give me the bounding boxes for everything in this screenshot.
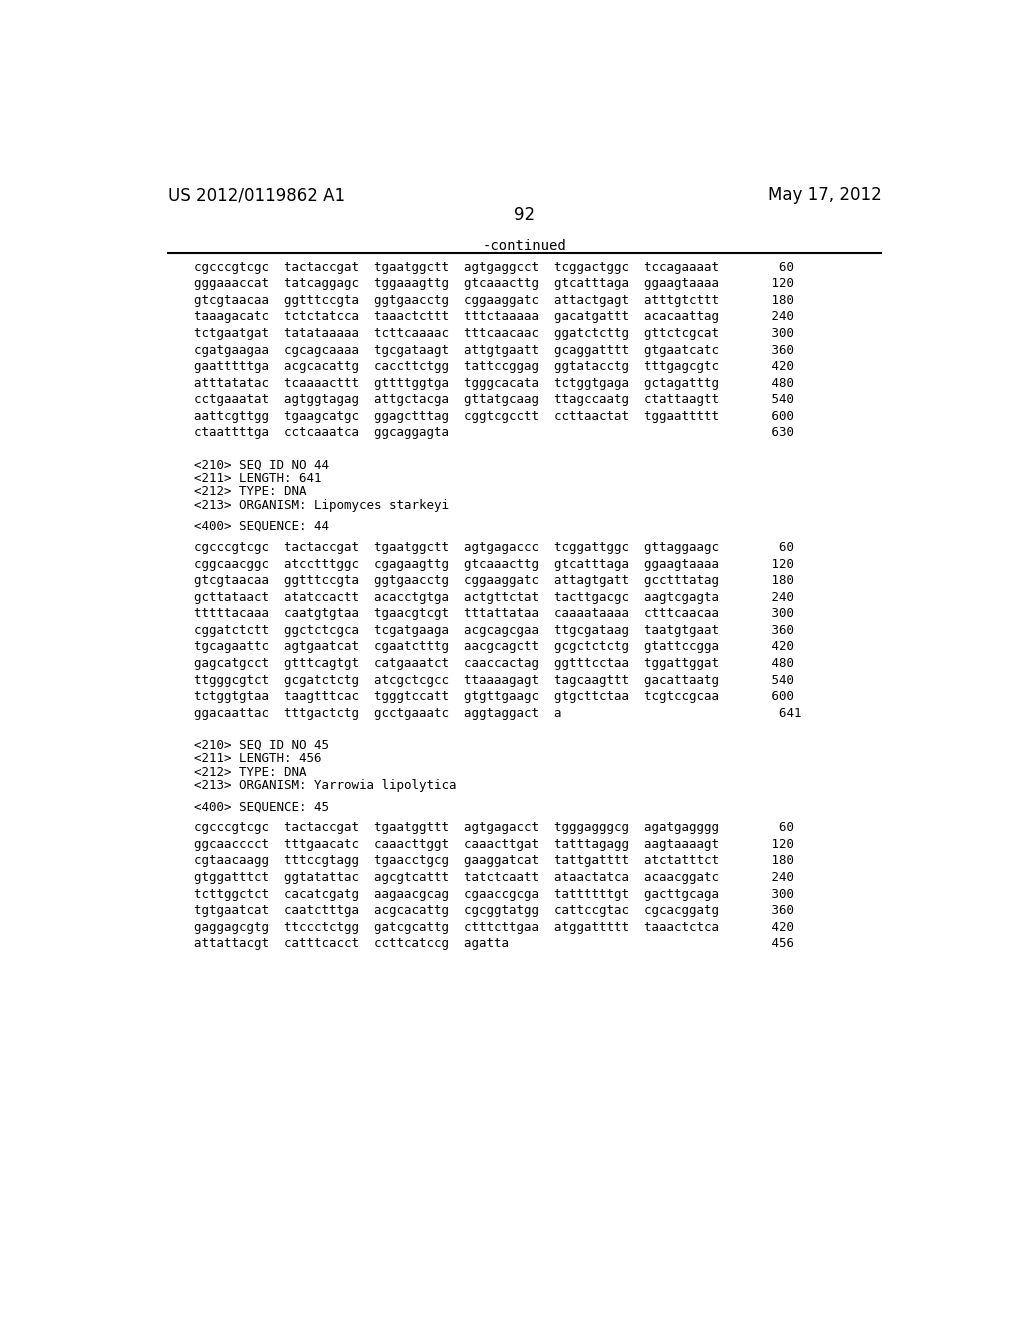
Text: -continued: -continued bbox=[483, 239, 566, 253]
Text: gagcatgcct  gtttcagtgt  catgaaatct  caaccactag  ggtttcctaa  tggattggat       480: gagcatgcct gtttcagtgt catgaaatct caaccac… bbox=[194, 657, 794, 671]
Text: cggatctctt  ggctctcgca  tcgatgaaga  acgcagcgaa  ttgcgataag  taatgtgaat       360: cggatctctt ggctctcgca tcgatgaaga acgcagc… bbox=[194, 624, 794, 636]
Text: <400> SEQUENCE: 44: <400> SEQUENCE: 44 bbox=[194, 520, 329, 533]
Text: May 17, 2012: May 17, 2012 bbox=[768, 186, 882, 205]
Text: ggacaattac  tttgactctg  gcctgaaatc  aggtaggact  a                             64: ggacaattac tttgactctg gcctgaaatc aggtagg… bbox=[194, 706, 802, 719]
Text: 92: 92 bbox=[514, 206, 536, 224]
Text: gtggatttct  ggtatattac  agcgtcattt  tatctcaatt  ataactatca  acaacggatc       240: gtggatttct ggtatattac agcgtcattt tatctca… bbox=[194, 871, 794, 884]
Text: cgcccgtcgc  tactaccgat  tgaatggttt  agtgagacct  tgggagggcg  agatgagggg        60: cgcccgtcgc tactaccgat tgaatggttt agtgaga… bbox=[194, 821, 794, 834]
Text: cggcaacggc  atcctttggc  cgagaagttg  gtcaaacttg  gtcatttaga  ggaagtaaaa       120: cggcaacggc atcctttggc cgagaagttg gtcaaac… bbox=[194, 557, 794, 570]
Text: gtcgtaacaa  ggtttccgta  ggtgaacctg  cggaaggatc  attactgagt  atttgtcttt       180: gtcgtaacaa ggtttccgta ggtgaacctg cggaagg… bbox=[194, 294, 794, 308]
Text: gcttataact  atatccactt  acacctgtga  actgttctat  tacttgacgc  aagtcgagta       240: gcttataact atatccactt acacctgtga actgttc… bbox=[194, 591, 794, 603]
Text: cgatgaagaa  cgcagcaaaa  tgcgataagt  attgtgaatt  gcaggatttt  gtgaatcatc       360: cgatgaagaa cgcagcaaaa tgcgataagt attgtga… bbox=[194, 343, 794, 356]
Text: cctgaaatat  agtggtagag  attgctacga  gttatgcaag  ttagccaatg  ctattaagtt       540: cctgaaatat agtggtagag attgctacga gttatgc… bbox=[194, 393, 794, 407]
Text: gggaaaccat  tatcaggagc  tggaaagttg  gtcaaacttg  gtcatttaga  ggaagtaaaa       120: gggaaaccat tatcaggagc tggaaagttg gtcaaac… bbox=[194, 277, 794, 290]
Text: tgtgaatcat  caatctttga  acgcacattg  cgcggtatgg  cattccgtac  cgcacggatg       360: tgtgaatcat caatctttga acgcacattg cgcggta… bbox=[194, 904, 794, 917]
Text: gtcgtaacaa  ggtttccgta  ggtgaacctg  cggaaggatc  attagtgatt  gcctttatag       180: gtcgtaacaa ggtttccgta ggtgaacctg cggaagg… bbox=[194, 574, 794, 587]
Text: atttatatac  tcaaaacttt  gttttggtga  tgggcacata  tctggtgaga  gctagatttg       480: atttatatac tcaaaacttt gttttggtga tgggcac… bbox=[194, 376, 794, 389]
Text: taaagacatc  tctctatcca  taaactcttt  tttctaaaaa  gacatgattt  acacaattag       240: taaagacatc tctctatcca taaactcttt tttctaa… bbox=[194, 310, 794, 323]
Text: cgcccgtcgc  tactaccgat  tgaatggctt  agtgaggcct  tcggactggc  tccagaaaat        60: cgcccgtcgc tactaccgat tgaatggctt agtgagg… bbox=[194, 261, 794, 273]
Text: <210> SEQ ID NO 45: <210> SEQ ID NO 45 bbox=[194, 739, 329, 751]
Text: US 2012/0119862 A1: US 2012/0119862 A1 bbox=[168, 186, 345, 205]
Text: cgtaacaagg  tttccgtagg  tgaacctgcg  gaaggatcat  tattgatttt  atctatttct       180: cgtaacaagg tttccgtagg tgaacctgcg gaaggat… bbox=[194, 854, 794, 867]
Text: gaggagcgtg  ttccctctgg  gatcgcattg  ctttcttgaa  atggattttt  taaactctca       420: gaggagcgtg ttccctctgg gatcgcattg ctttctt… bbox=[194, 921, 794, 933]
Text: attattacgt  catttcacct  ccttcatccg  agatta                                   456: attattacgt catttcacct ccttcatccg agatta … bbox=[194, 937, 794, 950]
Text: ggcaacccct  tttgaacatc  caaacttggt  caaacttgat  tatttagagg  aagtaaaagt       120: ggcaacccct tttgaacatc caaacttggt caaactt… bbox=[194, 838, 794, 851]
Text: <212> TYPE: DNA: <212> TYPE: DNA bbox=[194, 486, 306, 498]
Text: ctaattttga  cctcaaatca  ggcaggagta                                           630: ctaattttga cctcaaatca ggcaggagta 630 bbox=[194, 426, 794, 440]
Text: aattcgttgg  tgaagcatgc  ggagctttag  cggtcgcctt  ccttaactat  tggaattttt       600: aattcgttgg tgaagcatgc ggagctttag cggtcgc… bbox=[194, 409, 794, 422]
Text: <213> ORGANISM: Yarrowia lipolytica: <213> ORGANISM: Yarrowia lipolytica bbox=[194, 779, 457, 792]
Text: tcttggctct  cacatcgatg  aagaacgcag  cgaaccgcga  tattttttgt  gacttgcaga       300: tcttggctct cacatcgatg aagaacgcag cgaaccg… bbox=[194, 887, 794, 900]
Text: ttgggcgtct  gcgatctctg  atcgctcgcc  ttaaaagagt  tagcaagttt  gacattaatg       540: ttgggcgtct gcgatctctg atcgctcgcc ttaaaag… bbox=[194, 673, 794, 686]
Text: tctggtgtaa  taagtttcac  tgggtccatt  gtgttgaagc  gtgcttctaa  tcgtccgcaa       600: tctggtgtaa taagtttcac tgggtccatt gtgttga… bbox=[194, 690, 794, 704]
Text: cgcccgtcgc  tactaccgat  tgaatggctt  agtgagaccc  tcggattggc  gttaggaagc        60: cgcccgtcgc tactaccgat tgaatggctt agtgaga… bbox=[194, 541, 794, 554]
Text: <400> SEQUENCE: 45: <400> SEQUENCE: 45 bbox=[194, 800, 329, 813]
Text: tgcagaattc  agtgaatcat  cgaatctttg  aacgcagctt  gcgctctctg  gtattccgga       420: tgcagaattc agtgaatcat cgaatctttg aacgcag… bbox=[194, 640, 794, 653]
Text: <213> ORGANISM: Lipomyces starkeyi: <213> ORGANISM: Lipomyces starkeyi bbox=[194, 499, 449, 512]
Text: tctgaatgat  tatataaaaa  tcttcaaaac  tttcaacaac  ggatctcttg  gttctcgcat       300: tctgaatgat tatataaaaa tcttcaaaac tttcaac… bbox=[194, 327, 794, 341]
Text: tttttacaaa  caatgtgtaa  tgaacgtcgt  tttattataa  caaaataaaa  ctttcaacaa       300: tttttacaaa caatgtgtaa tgaacgtcgt tttatta… bbox=[194, 607, 794, 620]
Text: <211> LENGTH: 456: <211> LENGTH: 456 bbox=[194, 752, 322, 766]
Text: <210> SEQ ID NO 44: <210> SEQ ID NO 44 bbox=[194, 458, 329, 471]
Text: <211> LENGTH: 641: <211> LENGTH: 641 bbox=[194, 471, 322, 484]
Text: gaatttttga  acgcacattg  caccttctgg  tattccggag  ggtatacctg  tttgagcgtc       420: gaatttttga acgcacattg caccttctgg tattccg… bbox=[194, 360, 794, 374]
Text: <212> TYPE: DNA: <212> TYPE: DNA bbox=[194, 766, 306, 779]
